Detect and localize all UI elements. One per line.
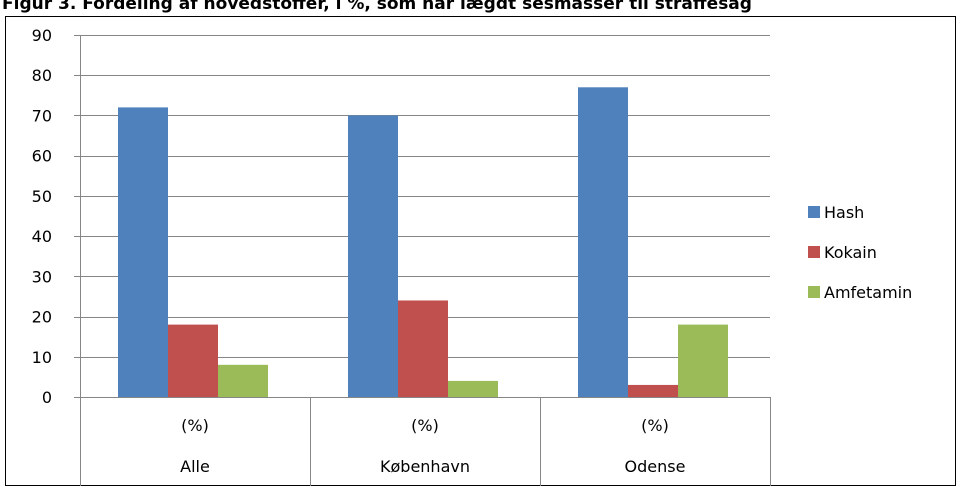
category-table: (%) Alle (%) København (%) Odense	[80, 397, 771, 486]
bar-hash-1	[348, 115, 398, 397]
legend-swatch	[808, 206, 820, 218]
bar-hash-2	[578, 87, 628, 398]
category-label: København	[380, 457, 470, 476]
bar-kokain-0	[168, 324, 218, 397]
y-tick-label: 10	[32, 348, 52, 367]
category-unit-label: (%)	[641, 416, 669, 435]
y-tick-label: 80	[32, 66, 52, 85]
legend-label: Amfetamin	[824, 283, 912, 302]
category-unit-label: (%)	[411, 416, 439, 435]
y-tick-label: 0	[42, 388, 52, 407]
axes	[80, 35, 770, 398]
category-label: Odense	[625, 457, 686, 476]
bars	[118, 87, 728, 398]
bar-kokain-1	[398, 300, 448, 397]
bar-amfetamin-0	[218, 364, 268, 397]
chart-title: Figur 3. Fordeling af hovedstoffer, i %,…	[2, 0, 752, 14]
gridlines	[80, 35, 770, 358]
bar-amfetamin-2	[678, 324, 728, 397]
legend-label: Hash	[824, 203, 864, 222]
category-label: Alle	[180, 457, 210, 476]
y-tick-label: 20	[32, 308, 52, 327]
legend-swatch	[808, 286, 820, 298]
y-tick-label: 90	[32, 26, 52, 45]
y-axis-ticks: 0 10 20 30 40 50 60 70 80 90	[32, 26, 80, 407]
category-unit-label: (%)	[181, 416, 209, 435]
y-tick-label: 50	[32, 187, 52, 206]
legend-swatch	[808, 246, 820, 258]
legend: Hash Kokain Amfetamin	[808, 203, 912, 302]
legend-label: Kokain	[824, 243, 877, 262]
y-tick-label: 30	[32, 267, 52, 286]
bar-kokain-2	[628, 384, 678, 397]
y-tick-label: 70	[32, 106, 52, 125]
bar-hash-0	[118, 107, 168, 398]
y-tick-label: 60	[32, 147, 52, 166]
bar-amfetamin-1	[448, 380, 498, 397]
y-tick-label: 40	[32, 227, 52, 246]
